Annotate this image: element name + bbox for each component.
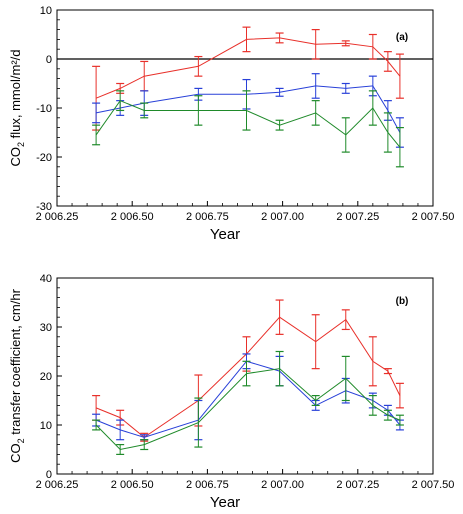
- b-series-0-error-bar: [395, 382, 404, 409]
- b-series-1-line: [95, 360, 401, 438]
- b-series-2-error-bar: [92, 419, 101, 431]
- a-series-0-error-bar: [395, 53, 404, 99]
- b-series-0-error-bar: [275, 299, 284, 335]
- a-x-tick-label: 2 007.00: [261, 211, 304, 223]
- b-x-tick-label: 2 007.50: [412, 479, 455, 491]
- y-label-part: CO: [8, 147, 23, 167]
- b-panel-label: (b): [396, 296, 409, 307]
- a-series-0-error-bar: [383, 51, 392, 72]
- a-x-tick-label: 2 006.25: [36, 211, 79, 223]
- a-x-tick-label: 2 007.50: [412, 211, 455, 223]
- b-y-tick-label: 0: [46, 469, 52, 481]
- a-series-2-error-bar: [116, 90, 125, 112]
- a-series-2-error-bar: [341, 117, 350, 153]
- a-series-2-error-bar: [194, 95, 203, 126]
- b-plot-frame: [56, 277, 434, 475]
- b-series-2-error-bar: [116, 444, 125, 455]
- a-series-2-error-bar: [311, 100, 320, 126]
- b-series-2-error-bar: [194, 397, 203, 448]
- panel-b-transfer-coefficient-chart: 2 006.25 2 006.50 2 006.75 2 007.00 2 007.25…: [8, 273, 454, 511]
- b-series-0-line: [95, 316, 401, 438]
- b-x-tick-label: 2 006.75: [186, 479, 229, 491]
- a-series-2-error-bar: [92, 124, 101, 146]
- y-label-subscript: 2: [16, 142, 26, 147]
- a-series-0-error-bar: [341, 40, 350, 47]
- a-series-1-error-bar: [92, 102, 101, 124]
- b-series-2-error-bar: [395, 414, 404, 426]
- a-series-1: [92, 73, 404, 148]
- b-y-tick-label: 10: [40, 420, 52, 432]
- b-x-tick-label: 2 006.50: [111, 479, 154, 491]
- panel-a-flux-chart: 2 006.25 2 006.50 2 006.75 2 007.00 2 007.25…: [8, 5, 454, 243]
- a-series-0-error-bar: [242, 26, 251, 53]
- a-series-1-error-bar: [275, 87, 284, 97]
- a-series-0-error-bar: [368, 33, 377, 60]
- a-panel-label: (a): [396, 32, 408, 43]
- a-series-0-error-bar: [275, 32, 284, 44]
- b-x-tick-label: 2 006.25: [36, 479, 79, 491]
- b-series-2-error-bar: [311, 395, 320, 406]
- a-y-tick-label: -20: [36, 152, 52, 164]
- b-series-1-error-bar: [116, 419, 125, 441]
- y-label-part: transfer coefficient, cm/hr: [8, 288, 23, 438]
- b-y-tick-label: 20: [40, 371, 52, 383]
- a-x-axis-label: Year: [210, 226, 240, 243]
- b-y-axis-label: CO2 transfer coefficient, cm/hr: [8, 288, 26, 463]
- a-series-0-error-bar: [194, 55, 203, 77]
- b-y-tick-label: 30: [40, 322, 52, 334]
- a-y-tick-label: 0: [46, 54, 52, 66]
- b-series-0: [92, 299, 404, 442]
- b-series-2-line: [95, 368, 401, 451]
- y-label-subscript: 2: [16, 438, 26, 443]
- y-label-part: CO: [8, 443, 23, 463]
- b-x-tick-label: 2 007.00: [261, 479, 304, 491]
- b-x-tick-label: 2 007.25: [336, 479, 379, 491]
- a-y-tick-label: 10: [40, 5, 52, 17]
- a-x-tick-label: 2 006.50: [111, 211, 154, 223]
- b-series-2-error-bar: [341, 355, 350, 402]
- b-series-0-error-bar: [368, 336, 377, 387]
- a-x-tick-label: 2 007.25: [336, 211, 379, 223]
- a-series-2-error-bar: [242, 90, 251, 131]
- a-series-2-error-bar: [140, 102, 149, 119]
- a-series-0-error-bar: [311, 29, 320, 60]
- a-series-1-error-bar: [341, 82, 350, 94]
- b-series-0-error-bar: [341, 309, 350, 331]
- a-x-tick-label: 2 006.75: [186, 211, 229, 223]
- b-series-2-error-bar: [275, 350, 284, 387]
- a-series-2: [92, 90, 404, 168]
- a-y-tick-label: -30: [36, 201, 52, 213]
- a-series-2-error-bar: [383, 112, 392, 153]
- b-series-1: [92, 353, 404, 441]
- a-series-1-error-bar: [311, 73, 320, 99]
- a-series-0-line: [95, 37, 401, 99]
- b-x-axis-label: Year: [210, 494, 240, 511]
- a-series-2-line: [95, 100, 401, 148]
- b-series-2-error-bar: [383, 409, 392, 421]
- b-series-2-error-bar: [368, 395, 377, 416]
- y-label-part: flux, mmol/m²/d: [8, 50, 23, 142]
- a-series-2-error-bar: [395, 126, 404, 168]
- b-series-2-error-bar: [140, 439, 149, 451]
- b-series-0-error-bar: [383, 368, 392, 375]
- a-series-2-error-bar: [368, 90, 377, 126]
- a-y-tick-label: -10: [36, 103, 52, 115]
- a-y-axis-label: CO2 flux, mmol/m²/d: [8, 50, 26, 167]
- a-series-0: [92, 26, 404, 131]
- b-series-0-error-bar: [311, 314, 320, 370]
- b-series-2: [92, 350, 404, 455]
- a-plot-frame: [56, 9, 434, 207]
- b-series-2-error-bar: [242, 360, 251, 387]
- b-y-tick-label: 40: [40, 273, 52, 285]
- a-series-2-error-bar: [275, 119, 284, 131]
